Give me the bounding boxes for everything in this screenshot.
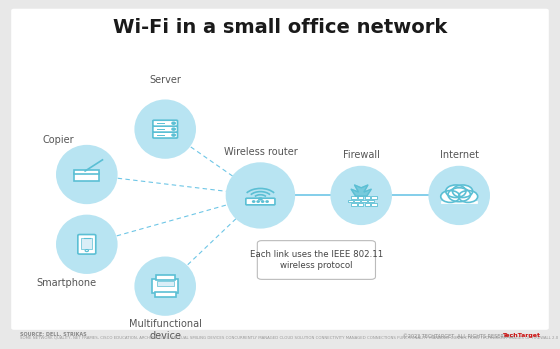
Circle shape	[452, 185, 473, 198]
Circle shape	[266, 201, 268, 202]
Circle shape	[172, 134, 175, 136]
FancyBboxPatch shape	[361, 200, 367, 202]
Text: Smartphone: Smartphone	[36, 278, 96, 288]
Circle shape	[257, 201, 259, 202]
Text: TechTarget: TechTarget	[502, 333, 540, 338]
FancyBboxPatch shape	[348, 200, 353, 202]
Ellipse shape	[134, 99, 196, 159]
Ellipse shape	[428, 166, 490, 225]
Text: Copier: Copier	[43, 135, 74, 144]
Circle shape	[441, 191, 460, 202]
FancyBboxPatch shape	[153, 132, 178, 138]
FancyBboxPatch shape	[351, 203, 357, 206]
FancyBboxPatch shape	[152, 279, 178, 293]
FancyBboxPatch shape	[257, 241, 375, 279]
Ellipse shape	[56, 145, 118, 204]
Circle shape	[448, 188, 470, 202]
Text: Multifunctional
device: Multifunctional device	[129, 319, 202, 341]
Polygon shape	[351, 185, 371, 196]
FancyBboxPatch shape	[74, 170, 99, 174]
Circle shape	[459, 191, 478, 202]
Text: Each link uses the IEEE 802.11
wireless protocol: Each link uses the IEEE 802.11 wireless …	[250, 250, 383, 270]
Text: Wi-Fi in a small office network: Wi-Fi in a small office network	[113, 18, 447, 37]
FancyBboxPatch shape	[371, 203, 377, 206]
Text: Server: Server	[150, 75, 181, 85]
Circle shape	[85, 250, 88, 252]
FancyBboxPatch shape	[351, 196, 357, 199]
Circle shape	[172, 128, 175, 130]
Ellipse shape	[56, 215, 118, 274]
FancyBboxPatch shape	[78, 235, 96, 254]
Ellipse shape	[330, 166, 392, 225]
FancyBboxPatch shape	[365, 203, 370, 206]
FancyBboxPatch shape	[358, 203, 363, 206]
FancyBboxPatch shape	[157, 281, 174, 286]
FancyBboxPatch shape	[156, 275, 175, 280]
FancyBboxPatch shape	[354, 200, 360, 202]
FancyBboxPatch shape	[358, 196, 363, 199]
Ellipse shape	[226, 162, 295, 229]
FancyBboxPatch shape	[81, 238, 92, 249]
Ellipse shape	[134, 257, 196, 316]
Text: ©2023 TECHTARGET, ALL RIGHTS RESERVED: ©2023 TECHTARGET, ALL RIGHTS RESERVED	[403, 333, 514, 338]
Circle shape	[253, 201, 255, 202]
Circle shape	[446, 185, 466, 198]
Text: Firewall: Firewall	[343, 150, 380, 160]
Text: Wireless router: Wireless router	[223, 147, 297, 157]
Text: Internet: Internet	[440, 150, 479, 160]
Text: SOME NETWORK QUALITY, NET FRAMES, CISCO EDUCATION, ARCHITECTURE, FACTUAL SMILING: SOME NETWORK QUALITY, NET FRAMES, CISCO …	[20, 335, 558, 339]
FancyBboxPatch shape	[153, 126, 178, 132]
FancyBboxPatch shape	[371, 196, 377, 199]
Circle shape	[262, 201, 264, 202]
FancyBboxPatch shape	[153, 120, 178, 126]
FancyBboxPatch shape	[74, 173, 99, 181]
FancyBboxPatch shape	[246, 198, 275, 205]
Text: SOURCE: DELL. STRIKAS: SOURCE: DELL. STRIKAS	[20, 332, 86, 336]
Circle shape	[259, 198, 262, 200]
Circle shape	[172, 122, 175, 124]
FancyBboxPatch shape	[155, 292, 176, 297]
FancyBboxPatch shape	[368, 200, 374, 202]
FancyBboxPatch shape	[365, 196, 370, 199]
